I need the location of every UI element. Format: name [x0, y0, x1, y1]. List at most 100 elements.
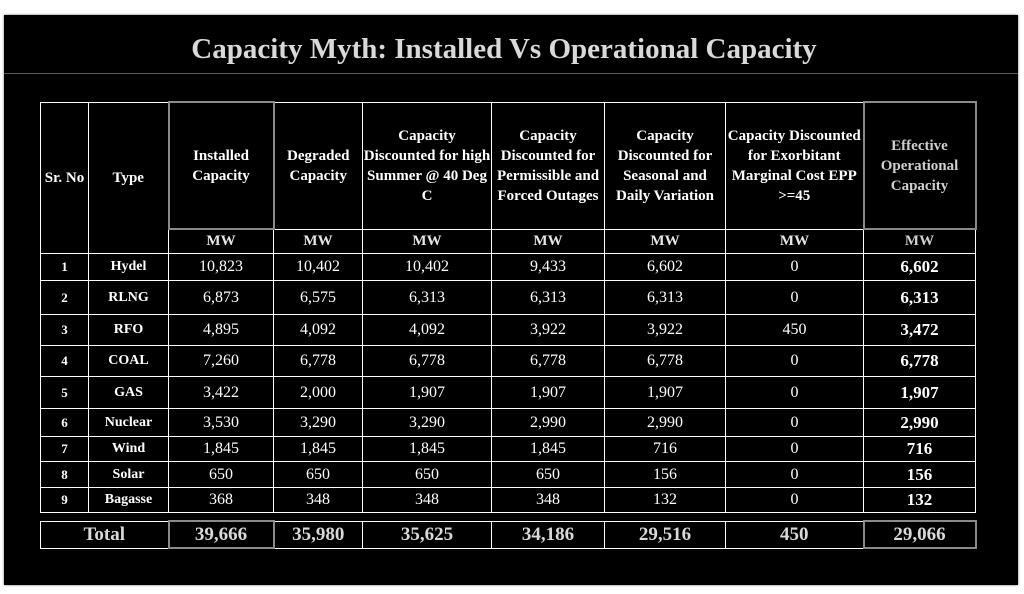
row-effective: 3,472	[863, 314, 976, 346]
row-summer: 1,907	[362, 376, 492, 409]
row-summer: 348	[362, 487, 492, 513]
table-row: 9 Bagasse 368 348 348 348 132 0 132	[40, 487, 976, 513]
table-row: 2 RLNG 6,873 6,575 6,313 6,313 6,313 0 6,313	[40, 280, 976, 315]
row-seasonal: 6,602	[604, 253, 726, 281]
row-type: Hydel	[88, 253, 169, 281]
row-outages: 6,778	[491, 345, 605, 377]
header-degraded: Degraded Capacity	[273, 101, 363, 230]
row-sr-no: 4	[40, 345, 89, 377]
row-installed: 7,260	[168, 345, 274, 377]
row-installed: 368	[168, 487, 274, 513]
row-marginal: 0	[725, 408, 864, 437]
row-effective: 6,778	[863, 345, 976, 377]
row-degraded: 4,092	[273, 314, 363, 346]
unit-cell: MW	[168, 228, 274, 254]
row-degraded: 6,778	[273, 345, 363, 377]
row-summer: 4,092	[362, 314, 492, 346]
row-sr-no: 8	[40, 461, 89, 488]
row-outages: 1,907	[491, 376, 605, 409]
row-summer: 10,402	[362, 253, 492, 281]
table-row: 5 GAS 3,422 2,000 1,907 1,907 1,907 0 1,907	[40, 376, 976, 409]
row-installed: 3,530	[168, 408, 274, 437]
row-seasonal: 6,313	[604, 280, 726, 315]
row-sr-no: 9	[40, 487, 89, 513]
row-type: RLNG	[88, 280, 169, 315]
row-effective: 132	[863, 487, 976, 513]
row-marginal: 0	[725, 253, 864, 281]
row-summer: 6,313	[362, 280, 492, 315]
row-seasonal: 6,778	[604, 345, 726, 377]
row-marginal: 0	[725, 487, 864, 513]
row-outages: 3,922	[491, 314, 605, 346]
row-marginal: 0	[725, 436, 864, 462]
header-outages: Capacity Discounted for Permissible and …	[491, 101, 605, 230]
row-degraded: 650	[273, 461, 363, 488]
header-summer: Capacity Discounted for high Summer @ 40…	[362, 101, 492, 230]
row-marginal: 450	[725, 314, 864, 346]
row-sr-no: 3	[40, 314, 89, 346]
header-effective: Effective Operational Capacity	[862, 101, 977, 230]
row-sr-no: 6	[40, 408, 89, 437]
row-effective: 6,313	[863, 280, 976, 315]
row-degraded: 10,402	[273, 253, 363, 281]
header-installed: Installed Capacity	[167, 101, 275, 230]
row-outages: 6,313	[491, 280, 605, 315]
unit-cell: MW	[604, 228, 726, 254]
row-type: Solar	[88, 461, 169, 488]
row-type: GAS	[88, 376, 169, 409]
row-marginal: 0	[725, 461, 864, 488]
row-sr-no: 1	[40, 253, 89, 281]
row-summer: 6,778	[362, 345, 492, 377]
unit-cell: MW	[725, 228, 864, 254]
unit-cell: MW	[863, 228, 976, 254]
row-degraded: 348	[273, 487, 363, 513]
total-marginal: 450	[725, 520, 864, 549]
table-row: 6 Nuclear 3,530 3,290 3,290 2,990 2,990 0 2,990	[40, 408, 976, 437]
row-degraded: 2,000	[273, 376, 363, 409]
row-marginal: 0	[725, 376, 864, 409]
row-type: Wind	[88, 436, 169, 462]
row-type: COAL	[88, 345, 169, 377]
row-sr-no: 7	[40, 436, 89, 462]
unit-cell: MW	[273, 228, 363, 254]
row-seasonal: 3,922	[604, 314, 726, 346]
row-installed: 650	[168, 461, 274, 488]
row-degraded: 1,845	[273, 436, 363, 462]
row-type: Bagasse	[88, 487, 169, 513]
title-divider	[4, 73, 1018, 74]
header-marginal: Capacity Discounted for Exorbitant Margi…	[725, 101, 864, 230]
row-seasonal: 132	[604, 487, 726, 513]
row-effective: 6,602	[863, 253, 976, 281]
header-type: Type	[88, 101, 169, 254]
unit-cell: MW	[362, 228, 492, 254]
row-summer: 1,845	[362, 436, 492, 462]
table-body: 1 Hydel 10,823 10,402 10,402 9,433 6,602 0 6,602…	[40, 253, 976, 513]
row-outages: 1,845	[491, 436, 605, 462]
total-row: Total 39,666 35,980 35,625 34,186 29,516…	[40, 520, 977, 549]
slide-title: Capacity Myth: Installed Vs Operational …	[191, 33, 817, 65]
slide: Capacity Myth: Installed Vs Operational …	[4, 15, 1018, 585]
row-seasonal: 716	[604, 436, 726, 462]
row-seasonal: 2,990	[604, 408, 726, 437]
row-summer: 3,290	[362, 408, 492, 437]
capacity-table: Sr. No Type Installed Capacity Degraded …	[40, 101, 977, 513]
row-installed: 4,895	[168, 314, 274, 346]
table-row: 8 Solar 650 650 650 650 156 0 156	[40, 461, 976, 488]
total-installed: 39,666	[167, 520, 275, 549]
row-seasonal: 1,907	[604, 376, 726, 409]
total-label: Total	[40, 520, 169, 549]
header-seasonal: Capacity Discounted for Seasonal and Dai…	[604, 101, 726, 230]
table-row: 3 RFO 4,895 4,092 4,092 3,922 3,922 450 3,472	[40, 314, 976, 346]
row-effective: 1,907	[863, 376, 976, 409]
row-outages: 650	[491, 461, 605, 488]
row-degraded: 6,575	[273, 280, 363, 315]
header-row: Sr. No Type Installed Capacity Degraded …	[40, 101, 977, 254]
total-outages: 34,186	[491, 520, 605, 549]
row-outages: 348	[491, 487, 605, 513]
unit-cell: MW	[491, 228, 605, 254]
row-sr-no: 2	[40, 280, 89, 315]
row-installed: 6,873	[168, 280, 274, 315]
table-row: 1 Hydel 10,823 10,402 10,402 9,433 6,602 0 6,602	[40, 253, 976, 281]
total-degraded: 35,980	[273, 520, 363, 549]
total-seasonal: 29,516	[604, 520, 726, 549]
